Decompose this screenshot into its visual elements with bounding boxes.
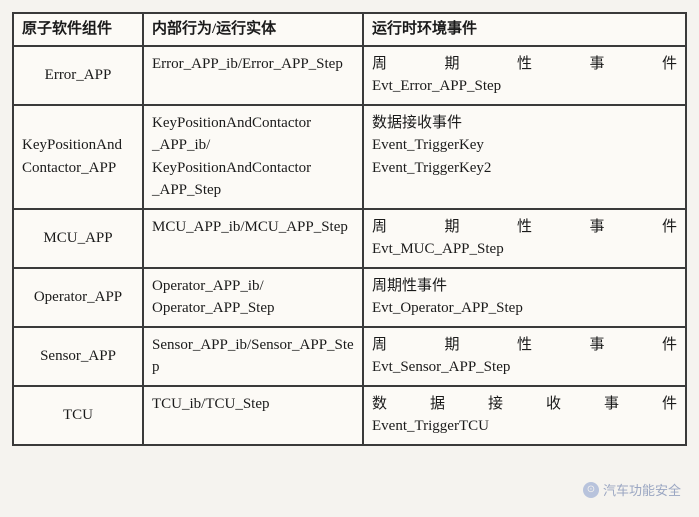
table-row: Sensor_APP Sensor_APP_ib/Sensor_APP_Ste … xyxy=(13,327,686,386)
behavior-line: Operator_APP_ib/ xyxy=(152,275,354,298)
behavior-line: KeyPositionAndContactor xyxy=(152,112,354,135)
event-line: Evt_Error_APP_Step xyxy=(372,75,677,98)
event-line: 周期性事件 xyxy=(372,334,677,357)
watermark-icon: ⊙ xyxy=(583,482,599,498)
cell-component: MCU_APP xyxy=(13,209,143,268)
event-line: Event_TriggerTCU xyxy=(372,415,677,438)
cell-event: 周期性事件 Evt_Error_APP_Step xyxy=(363,46,686,105)
col-header-behavior: 内部行为/运行实体 xyxy=(143,13,363,46)
col-header-event: 运行时环境事件 xyxy=(363,13,686,46)
cell-component: KeyPositionAnd Contactor_APP xyxy=(13,105,143,209)
cell-event: 周期性事件 Evt_MUC_APP_Step xyxy=(363,209,686,268)
cell-behavior: Operator_APP_ib/ Operator_APP_Step xyxy=(143,268,363,327)
watermark: ⊙ 汽车功能安全 xyxy=(583,480,681,499)
behavior-line: _APP_Step xyxy=(152,179,354,202)
table-header-row: 原子软件组件 内部行为/运行实体 运行时环境事件 xyxy=(13,13,686,46)
event-line: 数据接收事件 xyxy=(372,112,677,135)
watermark-text: 汽车功能安全 xyxy=(603,480,681,499)
cell-behavior: Error_APP_ib/Error_APP_Step xyxy=(143,46,363,105)
event-line: 周期性事件 xyxy=(372,53,677,76)
cell-behavior: KeyPositionAndContactor _APP_ib/ KeyPosi… xyxy=(143,105,363,209)
behavior-line: Operator_APP_Step xyxy=(152,297,354,320)
col-header-component: 原子软件组件 xyxy=(13,13,143,46)
event-line: Event_TriggerKey2 xyxy=(372,157,677,180)
table-row: Operator_APP Operator_APP_ib/ Operator_A… xyxy=(13,268,686,327)
cell-component: Error_APP xyxy=(13,46,143,105)
cell-event: 周期性事件 Evt_Sensor_APP_Step xyxy=(363,327,686,386)
table-row: Error_APP Error_APP_ib/Error_APP_Step 周期… xyxy=(13,46,686,105)
behavior-line: _APP_ib/ xyxy=(152,134,354,157)
behavior-line: Sensor_APP_ib/Sensor_APP_Ste xyxy=(152,334,354,357)
table-row: TCU TCU_ib/TCU_Step 数据接收事件 Event_Trigger… xyxy=(13,386,686,445)
cell-behavior: TCU_ib/TCU_Step xyxy=(143,386,363,445)
cell-component: Operator_APP xyxy=(13,268,143,327)
event-line: 数据接收事件 xyxy=(372,393,677,416)
cell-event: 周期性事件 Evt_Operator_APP_Step xyxy=(363,268,686,327)
behavior-line: p xyxy=(152,356,354,379)
behavior-line: KeyPositionAndContactor xyxy=(152,157,354,180)
event-line: 周期性事件 xyxy=(372,216,677,239)
event-line: Evt_MUC_APP_Step xyxy=(372,238,677,261)
cell-event: 数据接收事件 Event_TriggerTCU xyxy=(363,386,686,445)
component-line: Contactor_APP xyxy=(22,157,134,180)
event-line: Evt_Operator_APP_Step xyxy=(372,297,677,320)
table-row: MCU_APP MCU_APP_ib/MCU_APP_Step 周期性事件 Ev… xyxy=(13,209,686,268)
event-line: Evt_Sensor_APP_Step xyxy=(372,356,677,379)
event-line: Event_TriggerKey xyxy=(372,134,677,157)
cell-behavior: Sensor_APP_ib/Sensor_APP_Ste p xyxy=(143,327,363,386)
software-components-table: 原子软件组件 内部行为/运行实体 运行时环境事件 Error_APP Error… xyxy=(12,12,687,446)
table-row: KeyPositionAnd Contactor_APP KeyPosition… xyxy=(13,105,686,209)
event-line: 周期性事件 xyxy=(372,275,677,298)
cell-behavior: MCU_APP_ib/MCU_APP_Step xyxy=(143,209,363,268)
cell-event: 数据接收事件 Event_TriggerKey Event_TriggerKey… xyxy=(363,105,686,209)
component-line: KeyPositionAnd xyxy=(22,134,134,157)
cell-component: TCU xyxy=(13,386,143,445)
cell-component: Sensor_APP xyxy=(13,327,143,386)
